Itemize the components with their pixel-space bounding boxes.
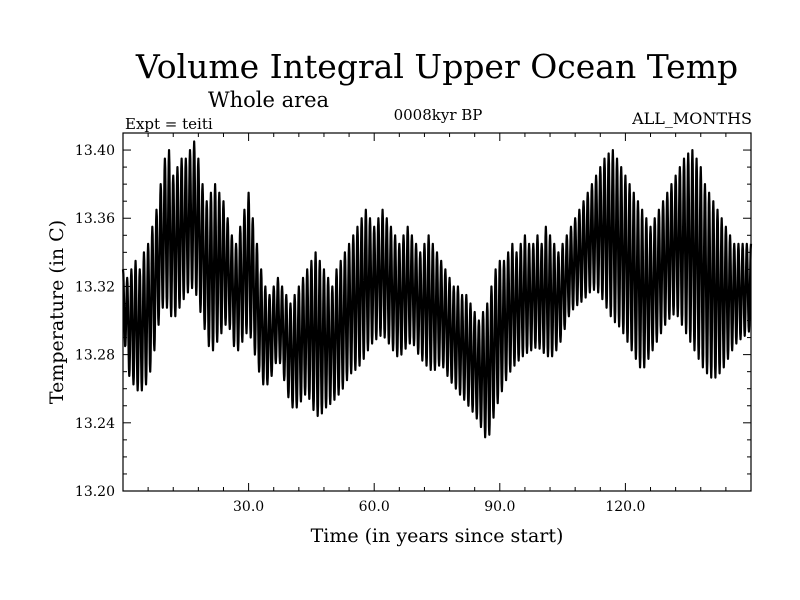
y-tick-label: 13.40	[75, 143, 115, 159]
y-tick-label: 13.32	[75, 279, 115, 295]
chart-subtitle: Whole area	[208, 88, 329, 112]
x-tick-label: 60.0	[359, 499, 390, 515]
y-axis-label: Temperature (in C)	[46, 220, 68, 404]
experiment-label: Expt = teiti	[125, 115, 213, 133]
x-tick-label: 30.0	[233, 499, 264, 515]
x-axis-label: Time (in years since start)	[311, 525, 564, 547]
temperature-series-line	[121, 140, 753, 439]
plot-frame	[122, 132, 752, 492]
x-tick-label: 90.0	[484, 499, 515, 515]
x-tick-label: 120.0	[605, 499, 645, 515]
months-label: ALL_MONTHS	[631, 109, 752, 128]
chart-title: Volume Integral Upper Ocean Temp	[135, 47, 738, 86]
y-tick-label: 13.20	[75, 484, 115, 500]
y-tick-label: 13.36	[75, 211, 115, 227]
period-label: 0008kyr BP	[394, 106, 483, 124]
y-tick-label: 13.28	[75, 348, 115, 364]
y-tick-label: 13.24	[75, 416, 115, 432]
plot-layer: 30.0 60.0 90.0 120.0 13.20 13.24 13.28 13.32 13.…	[75, 133, 753, 515]
